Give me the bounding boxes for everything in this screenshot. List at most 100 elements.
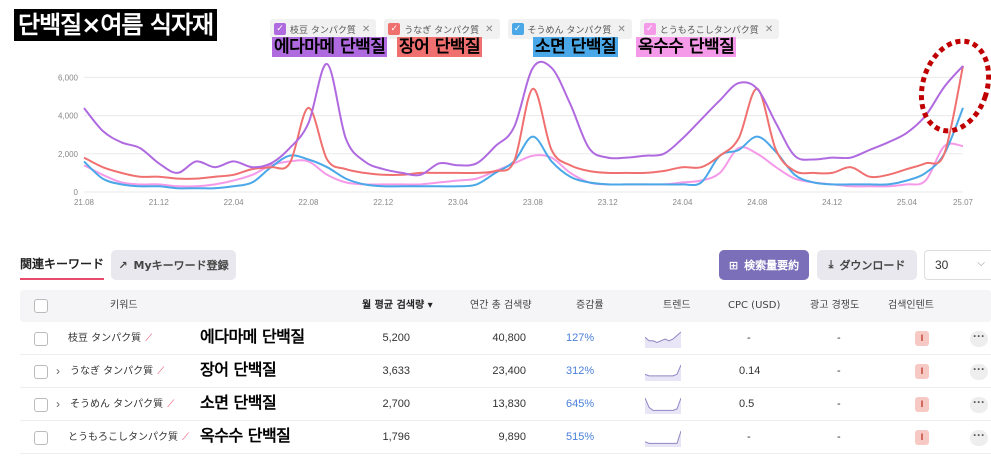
close-icon[interactable]: ✕ xyxy=(764,23,774,35)
series-line-2 xyxy=(83,107,964,190)
chart-icon[interactable]: ⟋ xyxy=(182,432,189,443)
download-button[interactable]: ⤓ ダウンロード xyxy=(817,250,917,280)
yearly-volume: 23,400 xyxy=(492,365,526,377)
row-checkbox[interactable] xyxy=(34,332,48,346)
row-overlay-label: 옥수수 단백질 xyxy=(200,425,291,447)
legend-chip-somen[interactable]: ✓ そうめん タンパク質 ✕ xyxy=(507,19,632,39)
tab-related-keywords[interactable]: 関連キーワード xyxy=(20,255,105,280)
row-checkbox[interactable] xyxy=(34,431,48,445)
change-rate: 515% xyxy=(566,431,595,443)
legend-chip-corn[interactable]: ✓ とうもろこしタンパク質 ✕ xyxy=(639,19,780,39)
keyword-cell[interactable]: とうもろこしタンパク質 ⟋ xyxy=(68,421,189,454)
series-line-1 xyxy=(83,65,964,180)
x-tick-label: 22.04 xyxy=(224,198,245,207)
monthly-volume: 2,700 xyxy=(382,398,410,410)
chart-icon[interactable]: ⟋ xyxy=(167,399,175,410)
sparkline-area xyxy=(645,398,681,414)
change-rate: 127% xyxy=(566,332,595,344)
chart-icon[interactable]: ⟋ xyxy=(157,366,165,377)
x-tick-label: 24.04 xyxy=(672,198,693,207)
competition-value: - xyxy=(837,431,841,443)
table-row[interactable]: › そうめん タンパク質 ⟋ 소면 단백질 2,700 13,830 645% 0.5 - I ··… xyxy=(20,388,991,421)
x-tick-label: 21.12 xyxy=(149,198,170,207)
grid-icon: ⊞ xyxy=(728,258,739,272)
checkbox-checked-icon[interactable]: ✓ xyxy=(388,23,401,35)
legend-overlay-unagi: 장어 단백질 xyxy=(397,37,483,57)
x-tick-label: 23.08 xyxy=(523,198,544,207)
header-change[interactable]: 증감률 xyxy=(576,300,604,311)
competition-value: - xyxy=(837,332,841,344)
table-row[interactable]: 枝豆 タンパク質 ⟋ 에다마메 단백질 5,200 40,800 127% - - I ··· xyxy=(20,322,991,355)
chevron-down-icon: ⌵ xyxy=(977,258,985,269)
sparkline-line xyxy=(645,430,681,444)
intent-badge: I xyxy=(915,397,929,412)
row-checkbox[interactable] xyxy=(34,398,48,412)
legend-chip-unagi[interactable]: ✓ うなぎ タンパク質 ✕ xyxy=(384,19,500,39)
checkbox-checked-icon[interactable]: ✓ xyxy=(643,23,656,35)
close-icon[interactable]: ✕ xyxy=(485,23,494,35)
yearly-volume: 9,890 xyxy=(498,431,526,443)
arrow-icon: ↗ xyxy=(118,258,128,272)
y-tick-label: 6,000 xyxy=(58,73,79,82)
add-my-keyword-button[interactable]: ↗ Myキーワード登録 xyxy=(111,250,236,280)
chart-icon[interactable]: ⟋ xyxy=(145,333,153,344)
add-my-keyword-label: Myキーワード登録 xyxy=(133,259,229,272)
y-tick-label: 4,000 xyxy=(58,112,79,121)
select-all-checkbox[interactable] xyxy=(34,299,48,313)
keyword-text[interactable]: そうめん タンパク質 xyxy=(70,399,164,410)
header-intent: 검색인텐트 xyxy=(888,300,934,311)
monthly-volume: 1,796 xyxy=(382,431,410,443)
table-row[interactable]: とうもろこしタンパク質 ⟋ 옥수수 단백질 1,796 9,890 515% - - I ··· xyxy=(20,421,991,454)
x-tick-label: 23.12 xyxy=(598,198,619,207)
legend-label: とうもろこしタンパク質 xyxy=(659,25,759,36)
x-tick-label: 22.12 xyxy=(373,198,394,207)
chevron-right-icon[interactable]: › xyxy=(56,397,60,411)
more-options-icon[interactable]: ··· xyxy=(970,330,988,347)
table-row[interactable]: › うなぎ タンパク質 ⟋ 장어 단백질 3,633 23,400 312% 0.14 - I ··… xyxy=(20,355,991,388)
download-icon: ⤓ xyxy=(828,258,834,271)
x-tick-label: 23.04 xyxy=(448,198,469,207)
header-keyword: 키워드 xyxy=(110,300,138,311)
cpc-value: 0.14 xyxy=(739,365,761,377)
more-options-icon[interactable]: ··· xyxy=(970,429,988,446)
header-competition[interactable]: 광고 경쟁도 xyxy=(810,300,860,311)
keyword-text[interactable]: うなぎ タンパク質 xyxy=(70,366,154,377)
checkbox-checked-icon[interactable]: ✓ xyxy=(274,23,286,35)
legend-overlay-corn: 옥수수 단백질 xyxy=(636,37,737,57)
page-size-select[interactable]: 30 ⌵ xyxy=(924,250,991,280)
trend-sparkline xyxy=(645,331,681,348)
chart-legend: ✓ 枝豆 タンパク質 ✕ ✓ うなぎ タンパク質 ✕ ✓ そうめん タンパク質 … xyxy=(270,19,780,39)
keyword-cell[interactable]: そうめん タンパク質 ⟋ xyxy=(70,388,174,421)
y-tick-label: 0 xyxy=(74,188,79,197)
keyword-text[interactable]: とうもろこしタンパク質 xyxy=(68,432,178,443)
legend-overlay-somen: 소면 단백질 xyxy=(533,37,619,57)
close-icon[interactable]: ✕ xyxy=(361,23,371,35)
x-tick-label: 24.08 xyxy=(747,198,768,207)
header-monthly-avg[interactable]: 월 평균 검색량 ▾ xyxy=(362,300,433,311)
keyword-cell[interactable]: 枝豆 タンパク質 ⟋ xyxy=(68,322,152,355)
change-rate: 645% xyxy=(566,398,595,410)
sparkline-line xyxy=(645,331,681,344)
keyword-text[interactable]: 枝豆 タンパク質 xyxy=(68,333,142,344)
keyword-cell[interactable]: うなぎ タンパク質 ⟋ xyxy=(70,355,164,388)
summary-label: 検索量要約 xyxy=(744,259,800,272)
download-label: ダウンロード xyxy=(839,259,906,272)
row-overlay-label: 에다마메 단백질 xyxy=(200,326,305,348)
sparkline-line xyxy=(645,364,681,377)
close-icon[interactable]: ✕ xyxy=(617,23,626,35)
legend-chip-edamame[interactable]: ✓ 枝豆 タンパク質 ✕ xyxy=(270,19,377,39)
page-title: 단백질×여름 식자재 xyxy=(14,9,218,41)
checkbox-checked-icon[interactable]: ✓ xyxy=(511,23,524,35)
header-yearly-total[interactable]: 연간 총 검색량 xyxy=(470,300,532,311)
competition-value: - xyxy=(837,365,841,377)
row-checkbox[interactable] xyxy=(34,365,48,379)
header-cpc[interactable]: CPC (USD) xyxy=(728,300,781,311)
trend-sparkline xyxy=(645,430,681,447)
yearly-volume: 40,800 xyxy=(492,332,526,344)
search-volume-summary-button[interactable]: ⊞ 検索量要約 xyxy=(719,250,809,280)
more-options-icon[interactable]: ··· xyxy=(970,363,988,380)
x-tick-label: 25.07 xyxy=(953,198,974,207)
chevron-right-icon[interactable]: › xyxy=(56,364,60,378)
more-options-icon[interactable]: ··· xyxy=(970,396,988,413)
trend-sparkline xyxy=(645,397,681,414)
